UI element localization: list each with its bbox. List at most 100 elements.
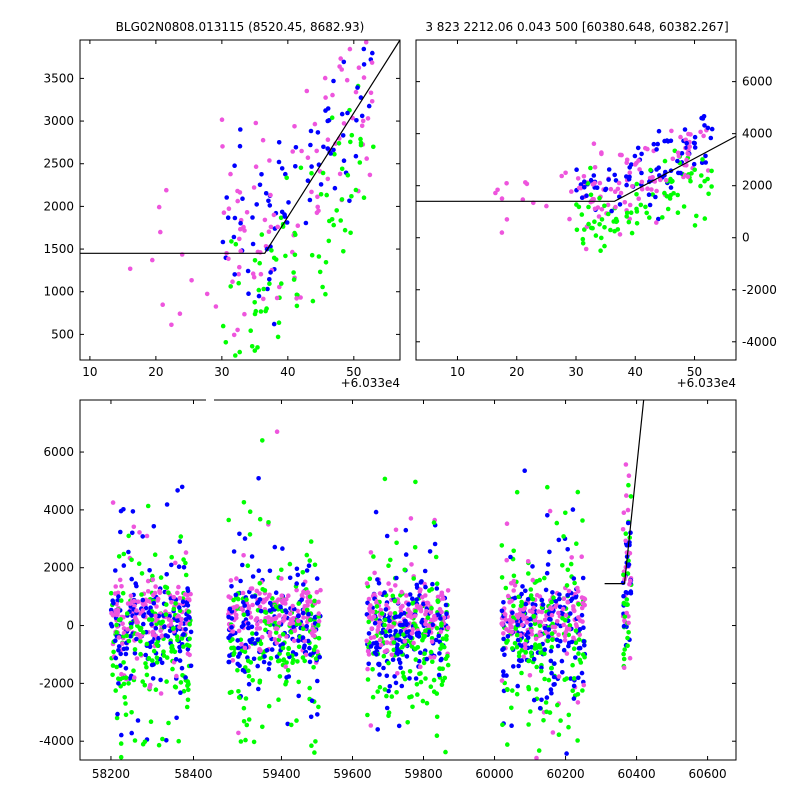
data-point: [627, 582, 632, 587]
data-point: [560, 670, 565, 675]
data-point: [534, 687, 539, 692]
data-point: [499, 543, 505, 548]
data-point: [252, 258, 258, 263]
data-point: [549, 599, 554, 605]
data-point: [273, 590, 279, 595]
y-tick-label: 2000: [43, 561, 74, 575]
data-point: [670, 156, 676, 162]
data-point: [626, 473, 632, 479]
data-point: [574, 541, 579, 546]
data-point: [282, 614, 288, 619]
data-point: [269, 618, 274, 623]
data-point: [410, 627, 416, 632]
data-point: [557, 592, 562, 597]
data-point: [188, 663, 194, 669]
data-point: [230, 658, 236, 663]
data-point: [244, 722, 250, 728]
data-point: [404, 593, 409, 598]
data-point: [143, 661, 148, 666]
data-point: [287, 575, 293, 581]
data-point: [263, 308, 268, 314]
data-point: [272, 544, 278, 550]
data-point: [177, 624, 182, 630]
data-point: [289, 629, 294, 635]
data-point: [569, 189, 574, 194]
data-point: [502, 652, 507, 658]
data-point: [140, 534, 145, 539]
data-point: [257, 260, 263, 266]
data-point: [368, 603, 373, 608]
data-point: [409, 644, 415, 649]
data-point: [504, 217, 510, 222]
data-point: [671, 191, 676, 196]
data-point: [276, 159, 282, 165]
data-point: [126, 638, 132, 644]
data-point: [284, 220, 290, 225]
data-point: [377, 591, 383, 596]
data-point: [260, 438, 265, 443]
data-point: [323, 260, 329, 265]
data-point: [530, 564, 535, 569]
data-point: [389, 652, 395, 658]
data-point: [570, 662, 575, 668]
data-point: [142, 739, 148, 745]
data-point: [315, 204, 321, 210]
data-point: [436, 672, 442, 678]
data-point: [662, 138, 667, 144]
data-point: [543, 587, 549, 593]
data-point: [501, 631, 506, 636]
data-point: [397, 614, 402, 619]
data-point: [394, 650, 400, 656]
data-point: [445, 625, 451, 631]
data-point: [296, 601, 302, 606]
data-point: [621, 656, 627, 662]
data-point: [533, 636, 539, 642]
data-point: [176, 564, 182, 569]
data-point: [120, 641, 125, 646]
data-point: [525, 597, 531, 602]
data-point: [526, 571, 531, 576]
data-point: [246, 681, 252, 687]
data-point: [413, 676, 419, 681]
data-point: [239, 641, 244, 647]
data-point: [375, 727, 381, 732]
data-point: [563, 510, 568, 516]
data-point: [361, 75, 367, 80]
data-point: [129, 710, 134, 715]
data-point: [147, 568, 152, 573]
y-tick-label: 4000: [43, 503, 74, 517]
data-point: [308, 617, 313, 623]
data-point: [692, 134, 698, 140]
data-point: [523, 601, 529, 607]
data-point: [256, 476, 261, 481]
data-point: [522, 641, 528, 647]
data-point: [537, 705, 543, 711]
data-point: [394, 690, 399, 695]
data-point: [371, 144, 376, 150]
data-point: [562, 677, 567, 682]
data-point: [361, 195, 367, 200]
data-point: [182, 592, 188, 597]
data-point: [675, 150, 681, 156]
data-point: [679, 151, 685, 156]
data-point: [546, 634, 551, 639]
data-point: [305, 590, 311, 595]
data-point: [573, 655, 578, 660]
data-point: [257, 597, 263, 602]
data-point: [375, 577, 380, 582]
data-point: [339, 197, 345, 202]
data-point: [636, 158, 641, 163]
data-point: [428, 684, 434, 689]
data-point: [256, 568, 262, 573]
data-point: [425, 600, 431, 606]
data-point: [316, 618, 322, 624]
data-point: [179, 617, 184, 622]
data-point: [709, 184, 714, 189]
data-point: [634, 206, 639, 212]
data-point: [257, 604, 263, 610]
data-point: [308, 599, 313, 604]
data-point: [134, 583, 139, 589]
data-point: [163, 612, 169, 617]
data-point: [116, 617, 122, 623]
data-point: [703, 153, 708, 159]
